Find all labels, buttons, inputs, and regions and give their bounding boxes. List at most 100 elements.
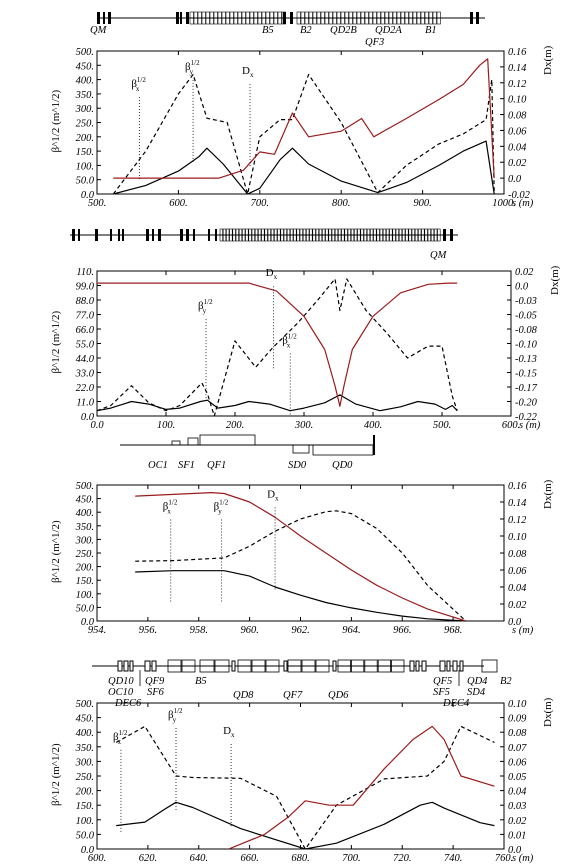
dipole-cell [395,228,399,242]
y-tick-label-left: 0.0 [81,190,95,201]
dipole-cell [481,659,498,673]
x-axis-label: s (m) [512,853,534,864]
x-tick-label: 500. [88,198,106,209]
y-tick-label-left: 200. [76,563,94,574]
dipole-cell [257,11,262,25]
magnet-label: SD0 [288,460,307,471]
y-tick-label-right: 0.14 [508,63,527,74]
dipole-cell [370,228,374,242]
x-tick-label: 1000. [492,198,516,209]
dipole-cell [213,11,218,25]
dipole-cell [248,228,252,242]
y-tick-label-left: 0.0 [81,617,95,628]
dipole-cell [331,228,335,242]
dipole-cell [341,228,345,242]
y-tick-label-right: 0.0 [508,174,522,185]
magnet-label: SF5 [433,687,450,698]
curve-label: β1/2 y [185,59,200,76]
chart-panel-1: QM B5 B2 QD2B QD2A B1 QF3 500. 600. 700. 800. 900. 1… [50,11,554,209]
x-tick-label: 720. [393,853,411,864]
y-tick-label-right: 0.12 [508,515,527,526]
dipole-cell [201,11,206,25]
y-axis-label-right: Dx(m) [542,45,554,75]
magnet-block [152,229,154,241]
dipole-cell [364,659,378,673]
dipole-cell [277,11,282,25]
dipole-cell [181,659,196,673]
y-tick-label-right: 0.02 [515,267,534,278]
dipole-cell [304,11,309,25]
x-tick-label: 500. [433,420,451,431]
curve-label: Dx [223,725,235,739]
dipole-cell [408,228,412,242]
y-tick-label-right: 0.04 [508,787,527,798]
dipole-cell [437,228,441,242]
dipole-cell [261,11,266,25]
dipole-cell [286,228,291,242]
magnet-block [459,660,464,672]
x-tick-label: 964. [342,625,360,636]
y-tick-label-right: 0.0 [515,282,529,293]
dipole-cell [197,11,202,25]
x-tick-label: 680. [291,853,309,864]
magnet-block [117,660,123,672]
magnet-block [72,229,75,241]
y-tick-label-left: 44.0 [76,354,95,365]
x-tick-label: 966. [393,625,411,636]
y-tick-label-right: -0.08 [515,325,538,336]
dipole-cell [287,659,302,673]
x-tick-label: 600. [502,420,520,431]
dipole-cell [308,11,313,25]
y-axis-label-left: β^1/2 (m^1/2) [50,520,62,583]
dipole-cell [424,11,429,25]
y-tick-label-right: 0.02 [508,158,527,169]
dipole-cell [293,228,297,242]
y-tick-label-left: 110. [76,267,94,278]
y-tick-label-left: 300. [75,104,94,115]
x-axis-label: s (m) [512,198,534,209]
magnet-label: B5 [195,676,207,687]
dipole-cell [225,11,230,25]
magnet-block [193,229,195,241]
magnet-block [151,660,157,672]
magnet-label: QD8 [233,690,254,701]
y-tick-label-right: -0.22 [515,412,538,423]
magnet-block [146,229,149,241]
plot-frame [96,484,505,622]
x-tick-label: 740. [444,853,462,864]
y-tick-label-left: 400. [76,508,94,519]
y-tick-label-left: 50.0 [76,176,95,187]
dipole-cell [301,659,316,673]
y-tick-label-right: 0.0 [508,845,522,856]
y-tick-label-right: -0.13 [515,354,537,365]
dipole-cell [299,228,303,242]
dipole-cell [338,228,342,242]
magnet-block [180,229,183,241]
dipole-cell [414,228,419,242]
magnet-block [108,12,111,24]
magnet-label: QD10 [108,676,134,687]
x-axis-label: s (m) [512,625,534,636]
dipole-cell [348,11,353,25]
dipole-cell [357,228,361,242]
y-tick-label-left: 150. [76,576,94,587]
dipole-cell [377,659,392,673]
magnet-label: QM [90,25,108,36]
dipole-cell [412,11,417,25]
y-tick-label-right: 0.04 [508,583,527,594]
x-tick-label: 200. [226,420,244,431]
dipole-cell [265,11,270,25]
magnet-block [476,12,479,24]
magnet-box [187,437,199,446]
dipole-cell [408,11,413,25]
y-tick-label-right: 0.10 [508,95,527,106]
dipole-cell [324,11,329,25]
dipole-cell [226,228,230,242]
dipole-cell [328,11,333,25]
y-axis-label-right: Dx(m) [542,697,554,727]
magnet-block [450,229,453,241]
y-tick-label-left: 450. [76,495,94,506]
series-line-1 [113,140,495,194]
magnet-label: B2 [500,676,512,687]
